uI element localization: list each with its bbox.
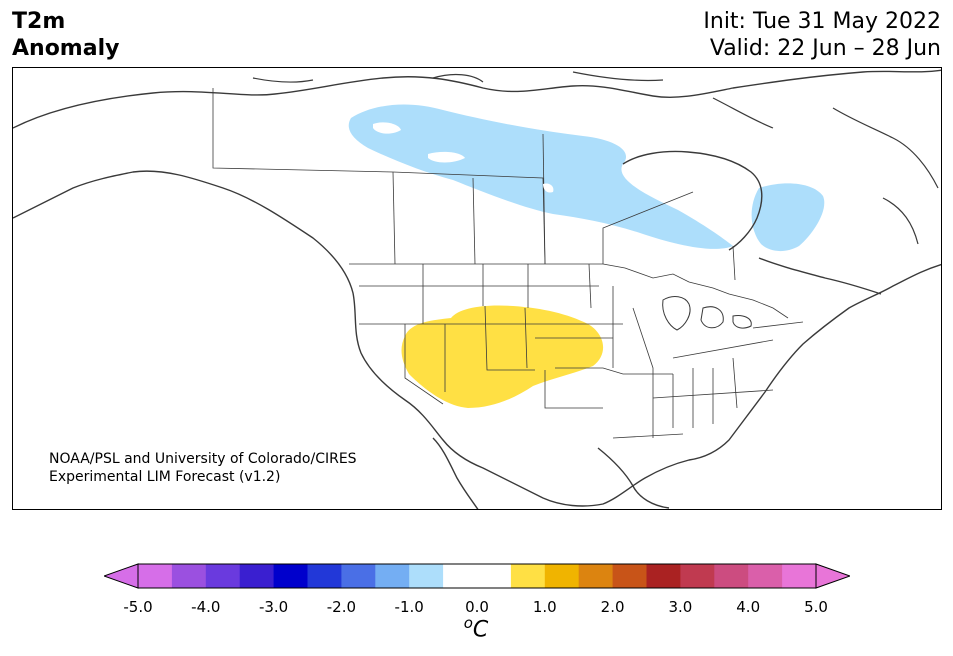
colorbar-over-arrow bbox=[815, 563, 850, 589]
colorbar-tick-label: -3.0 bbox=[258, 598, 289, 616]
colorbar-cell bbox=[307, 564, 342, 588]
anomaly-southwest-warm bbox=[401, 305, 604, 408]
colorbar-cell bbox=[341, 564, 376, 588]
colorbar-cell bbox=[714, 564, 749, 588]
colorbar-tick-label: -5.0 bbox=[123, 598, 153, 616]
political-boundaries bbox=[212, 88, 804, 439]
map-panel bbox=[12, 67, 942, 510]
arctic-islands bbox=[252, 71, 939, 245]
colorbar-cell bbox=[138, 564, 173, 588]
colorbar-cell bbox=[680, 564, 715, 588]
colorbar-cell bbox=[544, 564, 580, 588]
colorbar-tick-label: -2.0 bbox=[326, 598, 357, 616]
colorbar-tick-label: -1.0 bbox=[394, 598, 424, 616]
lakes bbox=[373, 122, 752, 331]
coastlines bbox=[13, 69, 941, 509]
colorbar-cell bbox=[443, 564, 478, 588]
colorbar-cell bbox=[782, 564, 817, 588]
credit-line-2: Experimental LIM Forecast (v1.2) bbox=[49, 469, 281, 485]
title-line-variable: T2m bbox=[12, 9, 66, 34]
colorbar-cell bbox=[375, 564, 410, 588]
map-title: T2m Anomaly bbox=[12, 8, 119, 62]
colorbar-cell bbox=[477, 564, 512, 588]
colorbar-tick-label: -4.0 bbox=[191, 598, 221, 616]
colorbar-tick-label: 1.0 bbox=[532, 598, 557, 616]
unit-superscript: o bbox=[463, 614, 473, 632]
colorbar-cell bbox=[646, 564, 681, 588]
north-america-map bbox=[13, 69, 941, 509]
colorbar-tick-label: 5.0 bbox=[804, 598, 828, 616]
init-date: Init: Tue 31 May 2022 bbox=[703, 9, 941, 34]
colorbar-cell bbox=[273, 564, 308, 588]
colorbar-under-arrow bbox=[104, 563, 139, 589]
colorbar-tick-label: 4.0 bbox=[736, 598, 761, 616]
unit-base: C bbox=[472, 617, 489, 643]
colorbar-unit: oC bbox=[464, 614, 489, 642]
colorbar-cell bbox=[612, 564, 647, 588]
colorbar bbox=[104, 563, 850, 589]
colorbar-cells bbox=[138, 564, 817, 588]
colorbar-cell bbox=[239, 564, 275, 588]
colorbar-outline bbox=[137, 563, 817, 589]
colorbar-cell bbox=[205, 564, 241, 588]
colorbar-ticks: -5.0 -4.0 -3.0 -2.0 -1.0 0.0 1.0 2.0 3.0 4.0 5.0 bbox=[0, 598, 953, 618]
anomaly-quebec-cold bbox=[751, 183, 825, 252]
colorbar-tick-label: 2.0 bbox=[600, 598, 625, 616]
credit-line-1: NOAA/PSL and University of Colorado/CIRE… bbox=[49, 451, 357, 467]
colorbar-cell bbox=[748, 564, 783, 588]
colorbar-cell bbox=[171, 564, 207, 588]
valid-date: Valid: 22 Jun – 28 Jun bbox=[709, 36, 941, 61]
forecast-dates: Init: Tue 31 May 2022 Valid: 22 Jun – 28… bbox=[703, 8, 941, 62]
colorbar-tick-label: 3.0 bbox=[668, 598, 693, 616]
colorbar-cell bbox=[409, 564, 444, 588]
colorbar-tick-label: 0.0 bbox=[465, 598, 489, 616]
colorbar-cell bbox=[578, 564, 614, 588]
anomaly-canada-cold bbox=[348, 104, 733, 249]
credit-text: NOAA/PSL and University of Colorado/CIRE… bbox=[49, 450, 357, 486]
title-line-type: Anomaly bbox=[12, 36, 120, 61]
colorbar-cell bbox=[510, 564, 546, 588]
